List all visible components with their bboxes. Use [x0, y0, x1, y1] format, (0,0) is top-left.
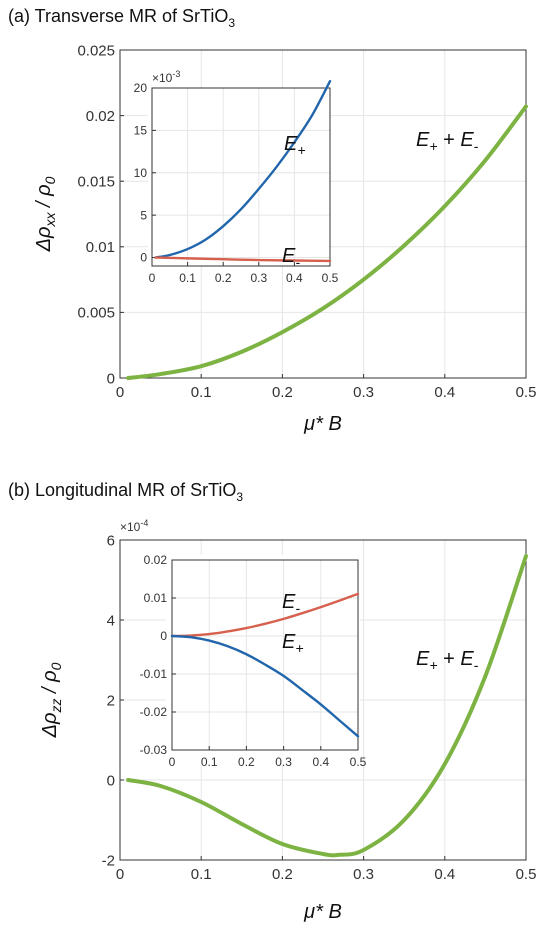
chart-b-inset-lines — [170, 592, 360, 738]
chart-a-inset-label-eminus: E- — [282, 245, 300, 270]
chart-b-inset-series-line-1 — [170, 592, 360, 638]
chart-b-inset-ytick-label: -0.01 — [140, 667, 168, 681]
chart-a-inset-lines — [154, 80, 332, 263]
chart-a-inset-ticks: 0 0.1 0.2 0.3 0.4 0.5 0 5 10 15 20 — [134, 81, 339, 285]
chart-b-title: (b) Longitudinal MR of SrTiO3 — [8, 480, 243, 504]
chart-a-title: (a) Transverse MR of SrTiO3 — [8, 6, 235, 30]
chart-b-inset-ytick-label: -0.03 — [140, 743, 168, 757]
chart-b-xtick-label: 0.1 — [191, 866, 212, 883]
chart-a-inset-ytick-label: 20 — [134, 81, 148, 95]
chart-a-inset-xtick-label: 0.3 — [250, 271, 267, 285]
chart-a-series-line-1 — [126, 104, 528, 380]
panel-a: (a) Transverse MR of SrTiO3 0 0.1 0.2 0.3 0.… — [8, 6, 536, 435]
chart-b-ytick-label: 2 — [107, 692, 115, 709]
chart-b-inset-xtick-label: 0.2 — [238, 755, 255, 769]
chart-b-ytick-label: 0 — [107, 772, 115, 789]
chart-a-ylabel: Δρxx / ρ0 — [33, 176, 58, 252]
chart-a-inset-xtick-label: 0.1 — [179, 271, 196, 285]
chart-b-inset-ytick-label: 0 — [160, 629, 167, 643]
chart-b-ytick-label: -2 — [102, 852, 115, 869]
chart-a-plot-frame — [119, 49, 527, 379]
chart-a-inset-multiplier: ×10-3 — [152, 69, 180, 85]
chart-b-inset-ytick-label: -0.02 — [140, 705, 168, 719]
chart-a-inset-xtick-label: 0.5 — [322, 271, 339, 285]
chart-a-ytick-label: 0 — [107, 370, 115, 387]
chart-a-ytick-label: 0.025 — [77, 42, 115, 59]
chart-b-ytick-label: 6 — [107, 532, 115, 549]
chart-b-inset: 0 0.1 0.2 0.3 0.4 0.5 -0.03 -0.02 -0.01 0 0.01 0.02… — [140, 553, 367, 769]
chart-b-inset-xtick-label: 0.3 — [275, 755, 292, 769]
chart-a-inset-label-eplus: E+ — [284, 133, 306, 158]
chart-a-inset-series-line-1 — [154, 80, 332, 259]
chart-a-xtick-label: 0 — [116, 384, 124, 401]
chart-b-xtick-label: 0.4 — [434, 866, 455, 883]
chart-b-inset-ticks: 0 0.1 0.2 0.3 0.4 0.5 -0.03 -0.02 -0.01 0 0.01 0.02 — [140, 553, 367, 769]
chart-a-inset-frame — [151, 87, 331, 267]
chart-a-xlabel: μ* B — [303, 413, 342, 435]
chart-b-xtick-label: 0.3 — [353, 866, 374, 883]
chart-a-xtick-label: 0.4 — [434, 384, 455, 401]
chart-b-xtick-label: 0.5 — [516, 866, 537, 883]
chart-b-inset-background — [166, 555, 360, 765]
chart-a-ytick-label: 0.005 — [77, 305, 115, 322]
chart-b-series-label: E+ + E- — [416, 648, 479, 673]
chart-b-multiplier: ×10-4 — [120, 518, 148, 534]
chart-b-inset-series-line-2 — [170, 634, 360, 738]
chart-a-inset-xtick-label: 0 — [149, 271, 156, 285]
chart-a-inset-ytick-label: 10 — [134, 166, 148, 180]
chart-b-inset-label-eplus: E+ — [282, 631, 304, 656]
chart-a-inset-ytick-label: 0 — [140, 251, 147, 265]
chart-b-inset-ytick-label: 0.01 — [144, 591, 168, 605]
chart-a-ytick-label: 0.02 — [86, 108, 115, 125]
chart-b-lines — [126, 554, 528, 858]
chart-b-xlabel: μ* B — [303, 901, 342, 923]
chart-a-xtick-label: 0.1 — [191, 384, 212, 401]
chart-a-xtick-label: 0.5 — [516, 384, 537, 401]
chart-b-xtick-label: 0.2 — [272, 866, 293, 883]
chart-b-ytick-label: 4 — [107, 612, 115, 629]
chart-b-series-line-1 — [126, 554, 528, 858]
chart-b-inset-xtick-label: 0 — [169, 755, 176, 769]
chart-a-xtick-label: 0.2 — [272, 384, 293, 401]
chart-a-inset-ytick-label: 15 — [134, 124, 148, 138]
chart-b-inset-xtick-label: 0.5 — [350, 755, 367, 769]
chart-a-series-label: E+ + E- — [416, 129, 479, 154]
chart-a-inset-background — [148, 88, 330, 266]
chart-b-inset-frame — [171, 559, 359, 751]
chart-a-ytick-label: 0.01 — [86, 239, 115, 256]
chart-a-ytick-label: 0.015 — [77, 173, 115, 190]
chart-a-inset-xtick-label: 0.2 — [215, 271, 232, 285]
chart-a-inset: 0 0.1 0.2 0.3 0.4 0.5 0 5 10 15 20 ×10-3 E+ E- — [134, 69, 339, 285]
chart-a-inset-series-line-2 — [154, 256, 332, 263]
chart-a-xtick-label: 0.3 — [353, 384, 374, 401]
chart-b-inset-xtick-label: 0.4 — [312, 755, 329, 769]
chart-a-ticks: 0 0.1 0.2 0.3 0.4 0.5 0 0.005 0.01 0.015 0.02 0.025 — [77, 42, 536, 401]
panel-b: (b) Longitudinal MR of SrTiO3 0 0.1 0.2 0.3… — [8, 480, 536, 923]
chart-a-lines — [126, 104, 528, 380]
chart-a-inset-ytick-label: 5 — [140, 208, 147, 222]
chart-b-inset-label-eminus: E- — [282, 591, 300, 616]
chart-a-inset-xtick-label: 0.4 — [286, 271, 303, 285]
chart-b-inset-xtick-label: 0.1 — [201, 755, 218, 769]
chart-b-ylabel: Δρzz / ρ0 — [39, 662, 64, 738]
chart-b-xtick-label: 0 — [116, 866, 124, 883]
chart-b-inset-ytick-label: 0.02 — [144, 553, 168, 567]
